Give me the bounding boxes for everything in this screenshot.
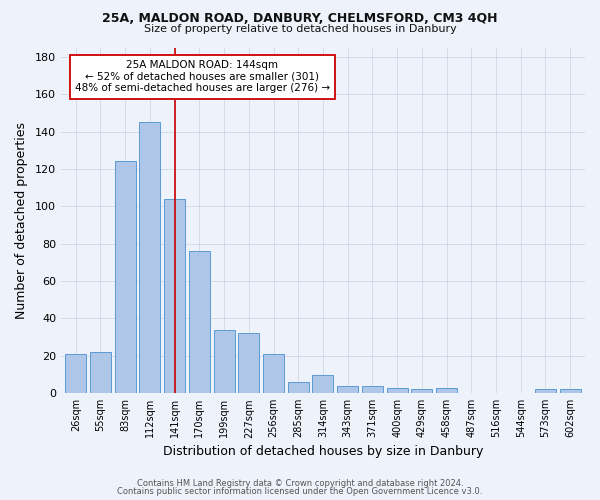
Bar: [263, 354, 284, 393]
Bar: [362, 386, 383, 393]
Bar: [288, 382, 309, 393]
Bar: [535, 390, 556, 393]
Bar: [90, 352, 111, 393]
Text: Size of property relative to detached houses in Danbury: Size of property relative to detached ho…: [143, 24, 457, 34]
Bar: [386, 388, 407, 393]
Bar: [115, 162, 136, 393]
Bar: [164, 199, 185, 393]
Text: 25A MALDON ROAD: 144sqm
← 52% of detached houses are smaller (301)
48% of semi-d: 25A MALDON ROAD: 144sqm ← 52% of detache…: [75, 60, 330, 94]
Text: Contains public sector information licensed under the Open Government Licence v3: Contains public sector information licen…: [118, 487, 482, 496]
Bar: [412, 390, 433, 393]
Bar: [337, 386, 358, 393]
Bar: [313, 374, 334, 393]
Bar: [436, 388, 457, 393]
Bar: [214, 330, 235, 393]
Bar: [139, 122, 160, 393]
Bar: [65, 354, 86, 393]
Text: 25A, MALDON ROAD, DANBURY, CHELMSFORD, CM3 4QH: 25A, MALDON ROAD, DANBURY, CHELMSFORD, C…: [102, 12, 498, 24]
Bar: [560, 390, 581, 393]
Bar: [189, 251, 210, 393]
X-axis label: Distribution of detached houses by size in Danbury: Distribution of detached houses by size …: [163, 444, 483, 458]
Text: Contains HM Land Registry data © Crown copyright and database right 2024.: Contains HM Land Registry data © Crown c…: [137, 478, 463, 488]
Bar: [238, 334, 259, 393]
Y-axis label: Number of detached properties: Number of detached properties: [15, 122, 28, 319]
